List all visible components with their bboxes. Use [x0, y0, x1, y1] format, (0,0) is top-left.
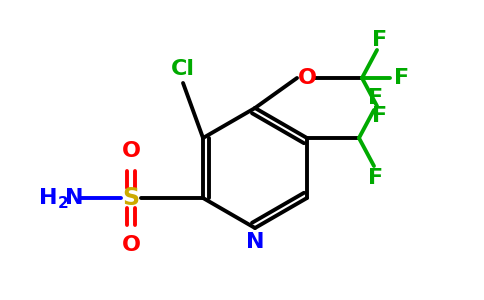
Text: F: F [368, 88, 383, 108]
Text: O: O [298, 68, 317, 88]
Text: F: F [394, 68, 409, 88]
Text: O: O [121, 235, 140, 255]
Text: O: O [121, 141, 140, 161]
Text: F: F [372, 30, 388, 50]
Text: Cl: Cl [171, 59, 195, 79]
Text: N: N [246, 232, 264, 252]
Text: F: F [368, 168, 383, 188]
Text: S: S [122, 186, 139, 210]
Text: 2: 2 [58, 196, 68, 211]
Text: H: H [39, 188, 57, 208]
Text: F: F [372, 106, 388, 126]
Text: N: N [65, 188, 83, 208]
